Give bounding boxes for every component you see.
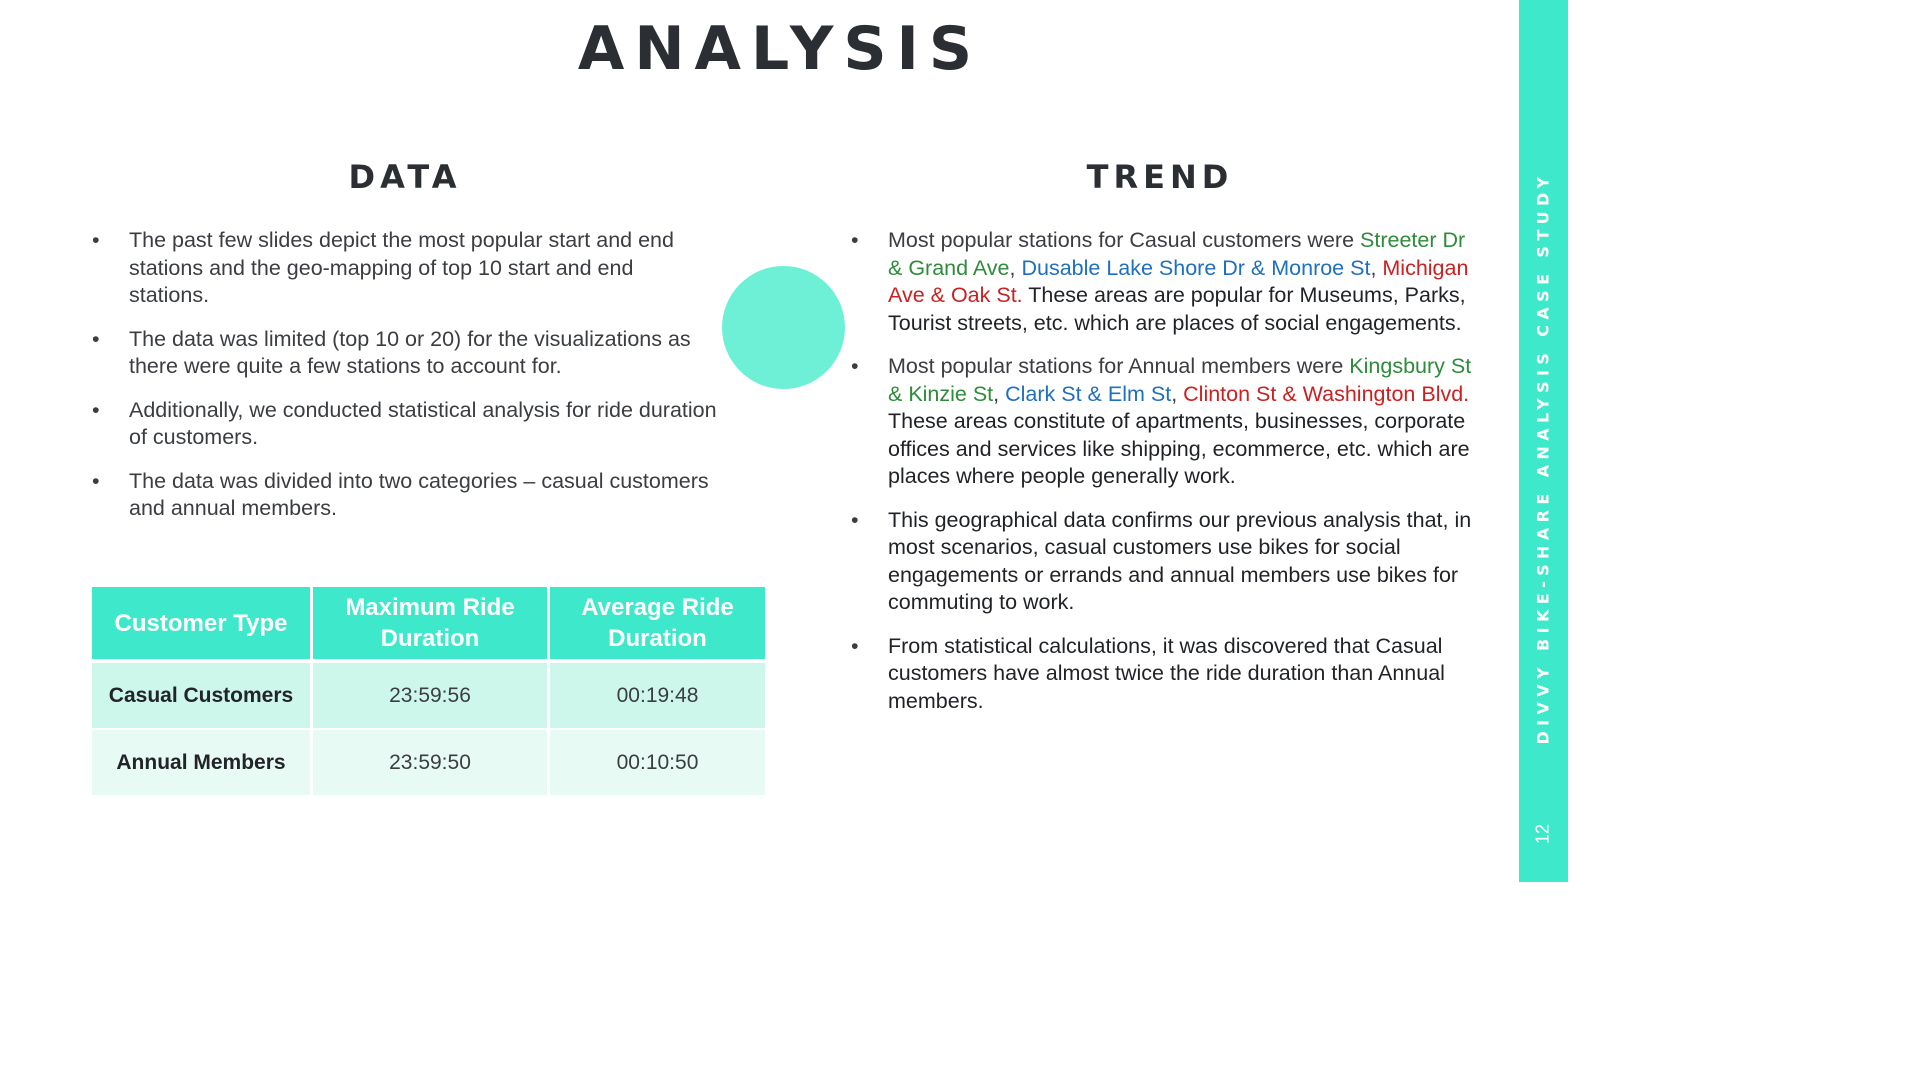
trend-bullet-2-rest: These areas constitute of apartments, bu… — [888, 409, 1470, 488]
table-row: Annual Members 23:59:50 00:10:50 — [92, 729, 765, 797]
trend-bullet-list: Most popular stations for Casual custome… — [851, 227, 1476, 731]
station-michigan: Michigan Ave & Oak St. — [888, 255, 1469, 308]
station-streeter: Streeter Dr & Grand Ave — [888, 228, 1466, 280]
data-bullet-1: The past few slides depict the most popu… — [92, 227, 717, 310]
row-max-duration: 23:59:56 — [311, 661, 550, 730]
trend-bullet-2-intro: Most popular stations for Annual members… — [888, 354, 1350, 378]
row-max-duration: 23:59:50 — [311, 729, 550, 797]
data-bullet-2: The data was limited (top 10 or 20) for … — [92, 326, 717, 381]
trend-bullet-1-intro: Most popular stations for Casual custome… — [888, 228, 1361, 252]
data-bullet-list: The past few slides depict the most popu… — [92, 227, 717, 539]
table-header-row: Customer Type Maximum Ride Duration Aver… — [92, 587, 765, 663]
trend-heading: TREND — [1086, 158, 1234, 196]
row-avg-duration: 00:19:48 — [548, 661, 765, 730]
trend-bullet-3: This geographical data confirms our prev… — [851, 507, 1476, 617]
table-row: Casual Customers 23:59:56 00:19:48 — [92, 661, 765, 730]
row-avg-duration: 00:10:50 — [548, 729, 765, 797]
station-kingsbury: Kingsbury St & Kinzie St — [888, 354, 1472, 406]
station-clinton: Clinton St & Washington Blvd. — [1183, 381, 1470, 406]
data-bullet-3: Additionally, we conducted statistical a… — [92, 397, 717, 452]
data-bullet-4: The data was divided into two categories… — [92, 468, 717, 523]
header-avg-duration: Average Ride Duration — [548, 587, 765, 663]
data-heading: DATA — [348, 158, 462, 196]
trend-bullet-2: Most popular stations for Annual members… — [851, 353, 1476, 491]
header-customer-type: Customer Type — [92, 587, 313, 663]
decorative-circle — [722, 266, 845, 389]
sidebar — [1519, 0, 1568, 882]
station-clark: Clark St & Elm St — [1005, 381, 1172, 406]
row-customer-type: Casual Customers — [92, 661, 313, 730]
station-dusable: Dusable Lake Shore Dr & Monroe St — [1021, 255, 1371, 280]
row-customer-type: Annual Members — [92, 729, 313, 797]
sidebar-title: DIVVY BIKE-SHARE ANALYSIS CASE STUDY — [1533, 171, 1553, 745]
slide-title: ANALYSIS — [577, 14, 983, 84]
trend-bullet-4: From statistical calculations, it was di… — [851, 633, 1476, 716]
ride-duration-table: Customer Type Maximum Ride Duration Aver… — [92, 587, 765, 797]
trend-bullet-1-rest: These areas are popular for Museums, Par… — [888, 283, 1466, 335]
trend-bullet-1: Most popular stations for Casual custome… — [851, 227, 1476, 337]
page-number: 12 — [1532, 823, 1553, 845]
header-max-duration: Maximum Ride Duration — [311, 587, 550, 663]
